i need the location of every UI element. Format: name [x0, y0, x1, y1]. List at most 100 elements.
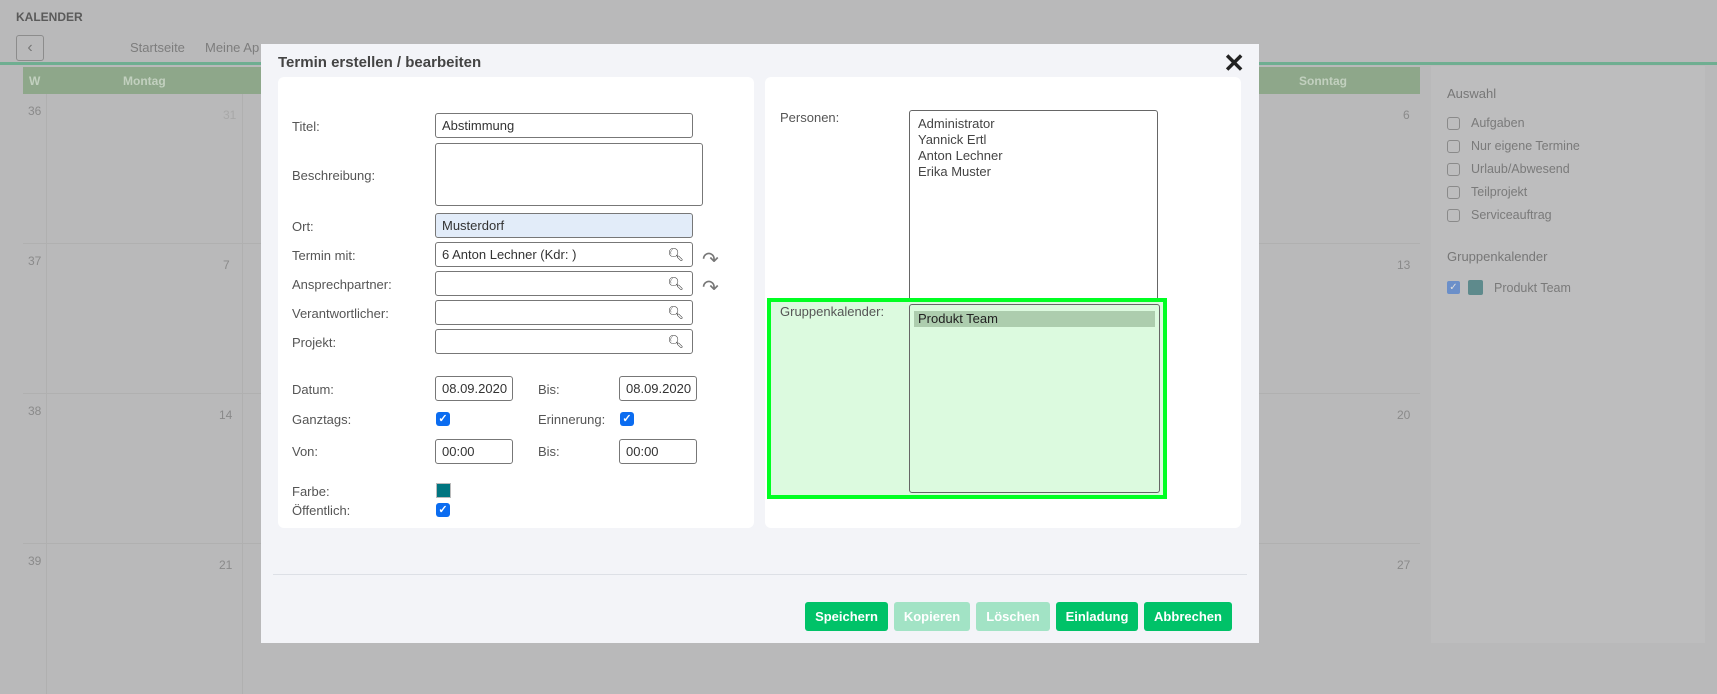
- invite-button[interactable]: Einladung: [1056, 602, 1138, 631]
- color-swatch: [1468, 280, 1483, 295]
- form-panel: Titel: Abstimmung Beschreibung: Ort: Mus…: [278, 77, 754, 528]
- oeffentlich-checkbox[interactable]: ✓: [436, 503, 450, 517]
- copy-button[interactable]: Kopieren: [894, 602, 970, 631]
- day-number[interactable]: 6: [1403, 108, 1410, 122]
- cancel-button[interactable]: Abbrechen: [1144, 602, 1232, 631]
- dialog-title: Termin erstellen / bearbeiten: [278, 54, 482, 71]
- filter-serviceauftrag[interactable]: Serviceauftrag: [1447, 208, 1552, 222]
- ganztags-label: Ganztags:: [292, 412, 352, 427]
- week-number: 39: [28, 554, 42, 568]
- personen-list[interactable]: Administrator Yannick Ertl Anton Lechner…: [909, 110, 1158, 303]
- datum-input[interactable]: 08.09.2020: [435, 376, 513, 401]
- redo-arrow-icon[interactable]: ↷: [702, 277, 719, 299]
- erinnerung-label: Erinnerung:: [538, 412, 606, 427]
- day-number[interactable]: 13: [1397, 258, 1411, 272]
- week-number: 38: [28, 404, 42, 418]
- back-button[interactable]: ‹: [16, 35, 44, 61]
- verantwortlicher-label: Verantwortlicher:: [292, 306, 389, 321]
- day-header-montag: Montag: [123, 74, 166, 88]
- ort-label: Ort:: [292, 219, 314, 234]
- gruppenkalender-highlight: Gruppenkalender: Produkt Team: [767, 298, 1167, 499]
- filter-label: Teilprojekt: [1471, 185, 1528, 199]
- filter-teilprojekt[interactable]: Teilprojekt: [1447, 185, 1527, 199]
- list-item[interactable]: Anton Lechner: [918, 148, 1003, 163]
- color-picker[interactable]: [436, 483, 451, 498]
- projekt-input[interactable]: 🔍︎: [435, 329, 693, 354]
- day-number[interactable]: 31: [223, 108, 237, 122]
- redo-arrow-icon[interactable]: ↷: [702, 249, 719, 271]
- filter-urlaub[interactable]: Urlaub/Abwesend: [1447, 162, 1570, 176]
- chevron-left-icon: ‹: [27, 39, 33, 56]
- filter-label: Nur eigene Termine: [1471, 139, 1580, 153]
- gruppenkalender-label: Gruppenkalender:: [780, 304, 885, 319]
- verantwortlicher-input[interactable]: 🔍︎: [435, 300, 693, 325]
- gruppenkalender-title: Gruppenkalender: [1447, 249, 1548, 264]
- list-item[interactable]: Erika Muster: [918, 164, 991, 179]
- filter-eigene-termine[interactable]: Nur eigene Termine: [1447, 139, 1580, 153]
- titel-input[interactable]: Abstimmung: [435, 113, 693, 138]
- checkbox[interactable]: [1447, 162, 1460, 176]
- personen-label: Personen:: [780, 110, 840, 125]
- tab-startseite[interactable]: Startseite: [130, 40, 185, 55]
- list-item-selected[interactable]: Produkt Team: [914, 311, 1155, 327]
- bis-datum-label: Bis:: [538, 382, 560, 397]
- projekt-label: Projekt:: [292, 335, 337, 350]
- filter-label: Aufgaben: [1471, 116, 1525, 130]
- week-number: 36: [28, 104, 42, 118]
- list-item[interactable]: Yannick Ertl: [918, 132, 987, 147]
- search-icon[interactable]: 🔍︎: [667, 305, 684, 320]
- app-title: KALENDER: [16, 10, 83, 24]
- datum-label: Datum:: [292, 382, 334, 397]
- ansprechpartner-label: Ansprechpartner:: [292, 277, 392, 292]
- auswahl-title: Auswahl: [1447, 86, 1497, 101]
- ort-input[interactable]: Musterdorf: [435, 213, 693, 238]
- bis-zeit-label: Bis:: [538, 444, 560, 459]
- day-number[interactable]: 7: [223, 258, 230, 272]
- bis-datum-input[interactable]: 08.09.2020: [619, 376, 697, 401]
- close-icon[interactable]: ✕: [1223, 48, 1245, 78]
- filter-label: Urlaub/Abwesend: [1471, 162, 1570, 176]
- erinnerung-checkbox[interactable]: ✓: [620, 412, 634, 426]
- calendar-week-row: 39 21 27: [23, 544, 1420, 694]
- save-button[interactable]: Speichern: [805, 602, 888, 631]
- termin-mit-input[interactable]: 6 Anton Lechner (Kdr: ) 🔍︎: [435, 242, 693, 267]
- von-label: Von:: [292, 444, 319, 459]
- termin-mit-value: 6 Anton Lechner (Kdr: ): [442, 247, 577, 262]
- footer-divider: [273, 574, 1247, 575]
- checkbox-checked[interactable]: ✓: [1447, 281, 1460, 294]
- search-icon[interactable]: 🔍︎: [667, 334, 684, 349]
- gruppenkalender-list[interactable]: Produkt Team: [909, 304, 1160, 493]
- bis-zeit-input[interactable]: 00:00: [619, 439, 697, 464]
- farbe-label: Farbe:: [292, 484, 330, 499]
- tab-meine-ap[interactable]: Meine Ap: [205, 40, 260, 55]
- checkbox[interactable]: [1447, 208, 1460, 222]
- group-produkt-team[interactable]: ✓ Produkt Team: [1447, 280, 1571, 295]
- checkbox[interactable]: [1447, 116, 1460, 130]
- filter-label: Serviceauftrag: [1471, 208, 1552, 222]
- beschreibung-label: Beschreibung:: [292, 168, 376, 183]
- week-number: 37: [28, 254, 42, 268]
- appointment-dialog: Termin erstellen / bearbeiten ✕ Titel: A…: [261, 44, 1259, 643]
- day-number[interactable]: 21: [219, 558, 233, 572]
- checkbox[interactable]: [1447, 185, 1460, 199]
- delete-button[interactable]: Löschen: [976, 602, 1050, 631]
- checkbox[interactable]: [1447, 139, 1460, 153]
- search-icon[interactable]: 🔍︎: [667, 276, 684, 291]
- day-header-sonntag: Sonntag: [1299, 74, 1347, 88]
- day-number[interactable]: 27: [1397, 558, 1411, 572]
- day-number[interactable]: 14: [219, 408, 233, 422]
- oeffentlich-label: Öffentlich:: [292, 503, 351, 518]
- termin-mit-label: Termin mit:: [292, 248, 356, 263]
- ansprechpartner-input[interactable]: 🔍︎: [435, 271, 693, 296]
- search-icon[interactable]: 🔍︎: [667, 247, 684, 262]
- titel-label: Titel:: [292, 119, 320, 134]
- participants-panel: Personen: Administrator Yannick Ertl Ant…: [765, 77, 1241, 528]
- group-label: Produkt Team: [1494, 280, 1571, 295]
- filter-aufgaben[interactable]: Aufgaben: [1447, 116, 1525, 130]
- filter-sidebar: Auswahl Aufgaben Nur eigene Termine Urla…: [1431, 66, 1705, 643]
- list-item[interactable]: Administrator: [918, 116, 995, 131]
- day-number[interactable]: 20: [1397, 408, 1411, 422]
- ganztags-checkbox[interactable]: ✓: [436, 412, 450, 426]
- beschreibung-textarea[interactable]: [435, 143, 703, 206]
- von-input[interactable]: 00:00: [435, 439, 513, 464]
